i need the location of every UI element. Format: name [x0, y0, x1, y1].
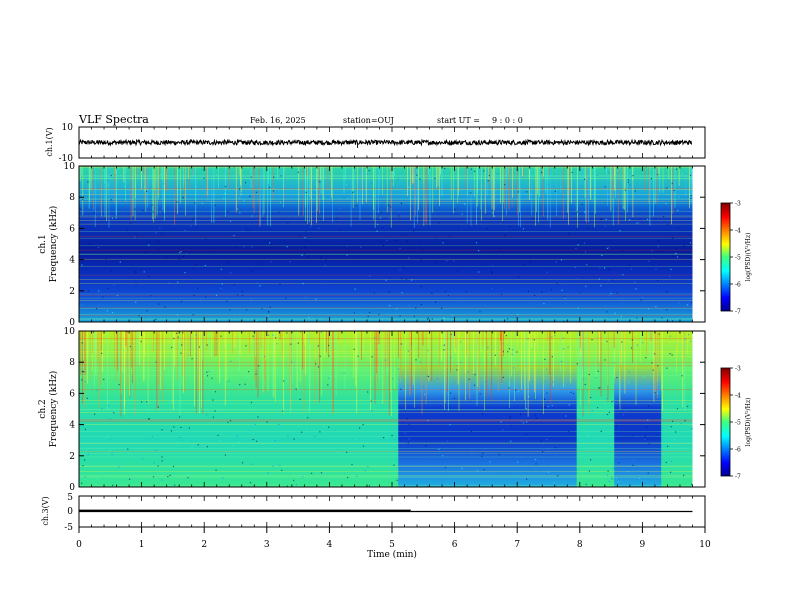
ch1-spectrogram-panel: 0 2 4 6 8 10 ch.1 Frequency (kHz)	[38, 162, 706, 328]
ytick-yt1-1: 2	[69, 287, 75, 297]
cbtick-cb2-0: -3	[735, 366, 741, 373]
minor-ticks	[78, 127, 706, 527]
ch1-colorbar-label: log(PSD)(V²/Hz)	[745, 233, 752, 282]
ytick-yt1-3: 6	[69, 224, 75, 234]
ch1-colorbar-scale	[720, 202, 731, 312]
ytick-yt2-5: 10	[64, 327, 76, 337]
ch1-colorbar: -3 -4 -5 -6 -7 log(PSD)(V²/Hz)	[720, 201, 752, 316]
ch1-ylabel: ch.1(V)	[45, 127, 54, 156]
cbtick-cb1-4: -7	[735, 309, 741, 316]
xtick-6: 6	[452, 540, 458, 550]
xtick-7: 7	[514, 540, 520, 550]
ytick-yt1-0: 0	[69, 318, 75, 328]
ytick-yt2-4: 8	[69, 358, 75, 368]
xtick-3: 3	[264, 540, 270, 550]
ch2-colorbar-scale	[720, 367, 731, 477]
ch1-waveform-panel: 10 -10 ch.1(V)	[45, 123, 706, 164]
cbtick-cb1-0: -3	[735, 201, 741, 208]
cbtick-cb1-3: -6	[735, 282, 741, 289]
start-label: start UT =	[437, 116, 480, 125]
time-axis-label: Time (min)	[367, 549, 417, 560]
ch1-spectrogram-yticks: 0 2 4 6 8 10	[64, 162, 705, 328]
ch2-colorbar-ticks: -3 -4 -5 -6 -7	[730, 366, 741, 481]
ytick-yt2-2: 4	[69, 421, 75, 431]
ytick-yt2-1: 2	[69, 452, 75, 462]
ch1-channel-label: ch.1	[38, 234, 48, 253]
figure-title: VLF Spectra	[78, 113, 149, 126]
ch1-colorbar-ticks: -3 -4 -5 -6 -7	[730, 201, 741, 316]
ch1-spectrogram-image	[79, 166, 705, 322]
ch2-spectrogram-panel: 0 2 4 6 8 10 ch.2 Frequency (kHz)	[38, 327, 706, 493]
station-label: station=OUJ	[343, 116, 394, 125]
xtick-1: 1	[139, 540, 145, 550]
ch3-ytick-mid: 0	[67, 507, 73, 517]
ch2-channel-label: ch.2	[38, 399, 48, 418]
ytick-yt1-5: 10	[64, 162, 76, 172]
ch3-ytick-bottom: -5	[64, 523, 73, 533]
ch1-frequency-label: Frequency (kHz)	[48, 206, 59, 283]
ch1-ytick-bottom: -10	[59, 154, 74, 164]
ytick-yt1-4: 8	[69, 193, 75, 203]
xtick-5: 5	[389, 540, 395, 550]
ch1-trace	[78, 138, 693, 147]
ytick-yt2-0: 0	[69, 483, 75, 493]
xtick-0: 0	[76, 540, 82, 550]
ch2-colorbar-label: log(PSD)(V²/Hz)	[745, 398, 752, 447]
cbtick-cb1-2: -5	[735, 255, 741, 262]
cbtick-cb1-1: -4	[735, 228, 741, 235]
ch2-spectrogram-yticks: 0 2 4 6 8 10	[64, 327, 705, 493]
ch3-level-panel: 5 0 -5 ch.3(V) 0 1 2 3 4 5 6 7 8 9 10 Time (min)	[41, 493, 711, 560]
time-axis-ticks: 0 1 2 3 4 5 6 7 8 9 10	[76, 527, 711, 550]
ch2-colorbar: -3 -4 -5 -6 -7 log(PSD)(V²/Hz)	[720, 366, 752, 481]
cbtick-cb2-1: -4	[735, 393, 741, 400]
xtick-2: 2	[201, 540, 207, 550]
cbtick-cb2-3: -6	[735, 447, 741, 454]
xtick-8: 8	[577, 540, 583, 550]
date-label: Feb. 16, 2025	[250, 116, 306, 125]
ch3-ylabel: ch.3(V)	[41, 496, 50, 525]
xtick-4: 4	[327, 540, 333, 550]
cbtick-cb2-2: -5	[735, 420, 741, 427]
ch1-ytick-top: 10	[62, 123, 74, 133]
start-time: 9 : 0 : 0	[492, 116, 523, 125]
xtick-10: 10	[699, 540, 711, 550]
ytick-yt2-3: 6	[69, 389, 75, 399]
ytick-yt1-2: 4	[69, 256, 75, 266]
ch2-frequency-label: Frequency (kHz)	[48, 371, 59, 448]
cbtick-cb2-4: -7	[735, 474, 741, 481]
ch3-trace	[79, 509, 693, 513]
ch3-ytick-top: 5	[67, 493, 73, 503]
xtick-9: 9	[640, 540, 646, 550]
ch2-spectrogram-image	[79, 331, 705, 487]
